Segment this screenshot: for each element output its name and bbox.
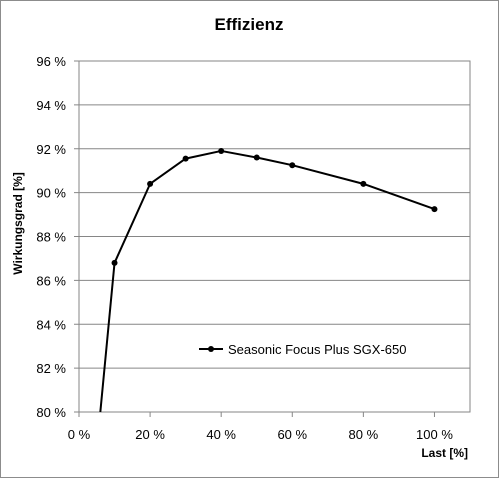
y-tick-label: 88 % <box>36 230 66 245</box>
y-axis-ticks: 80 % 82 % 84 % 86 % 88 % 90 % 92 % 94 % 96 % <box>36 54 79 420</box>
data-point <box>111 259 118 266</box>
y-tick-label: 96 % <box>36 54 66 69</box>
chart-title: Effizienz <box>215 15 284 34</box>
x-tick-label: 20 % <box>135 427 165 442</box>
data-point <box>218 147 225 154</box>
data-point <box>360 180 367 187</box>
x-tick-label: 0 % <box>68 427 91 442</box>
data-point <box>253 154 260 161</box>
y-tick-label: 82 % <box>36 361 66 376</box>
data-point <box>147 180 154 187</box>
series-layer <box>99 147 438 413</box>
legend-marker <box>208 346 214 352</box>
legend-label: Seasonic Focus Plus SGX-650 <box>228 342 406 357</box>
x-tick-label: 40 % <box>206 427 236 442</box>
data-point <box>431 206 438 213</box>
y-tick-label: 86 % <box>36 273 66 288</box>
y-tick-label: 90 % <box>36 186 66 201</box>
series-line <box>99 149 435 413</box>
data-point <box>289 162 296 169</box>
y-axis-label: Wirkungsgrad [%] <box>11 172 25 275</box>
legend: Seasonic Focus Plus SGX-650 <box>199 342 406 357</box>
x-axis-ticks: 0 % 20 % 40 % 60 % 80 % 100 % <box>68 412 453 442</box>
gridlines <box>79 60 470 413</box>
x-axis-label: Last [%] <box>421 446 468 460</box>
data-point <box>182 155 189 162</box>
y-tick-label: 84 % <box>36 317 66 332</box>
x-tick-label: 80 % <box>349 427 379 442</box>
x-tick-label: 100 % <box>416 427 453 442</box>
y-tick-label: 94 % <box>36 98 66 113</box>
y-tick-label: 92 % <box>36 142 66 157</box>
x-tick-label: 60 % <box>277 427 307 442</box>
y-tick-label: 80 % <box>36 405 66 420</box>
